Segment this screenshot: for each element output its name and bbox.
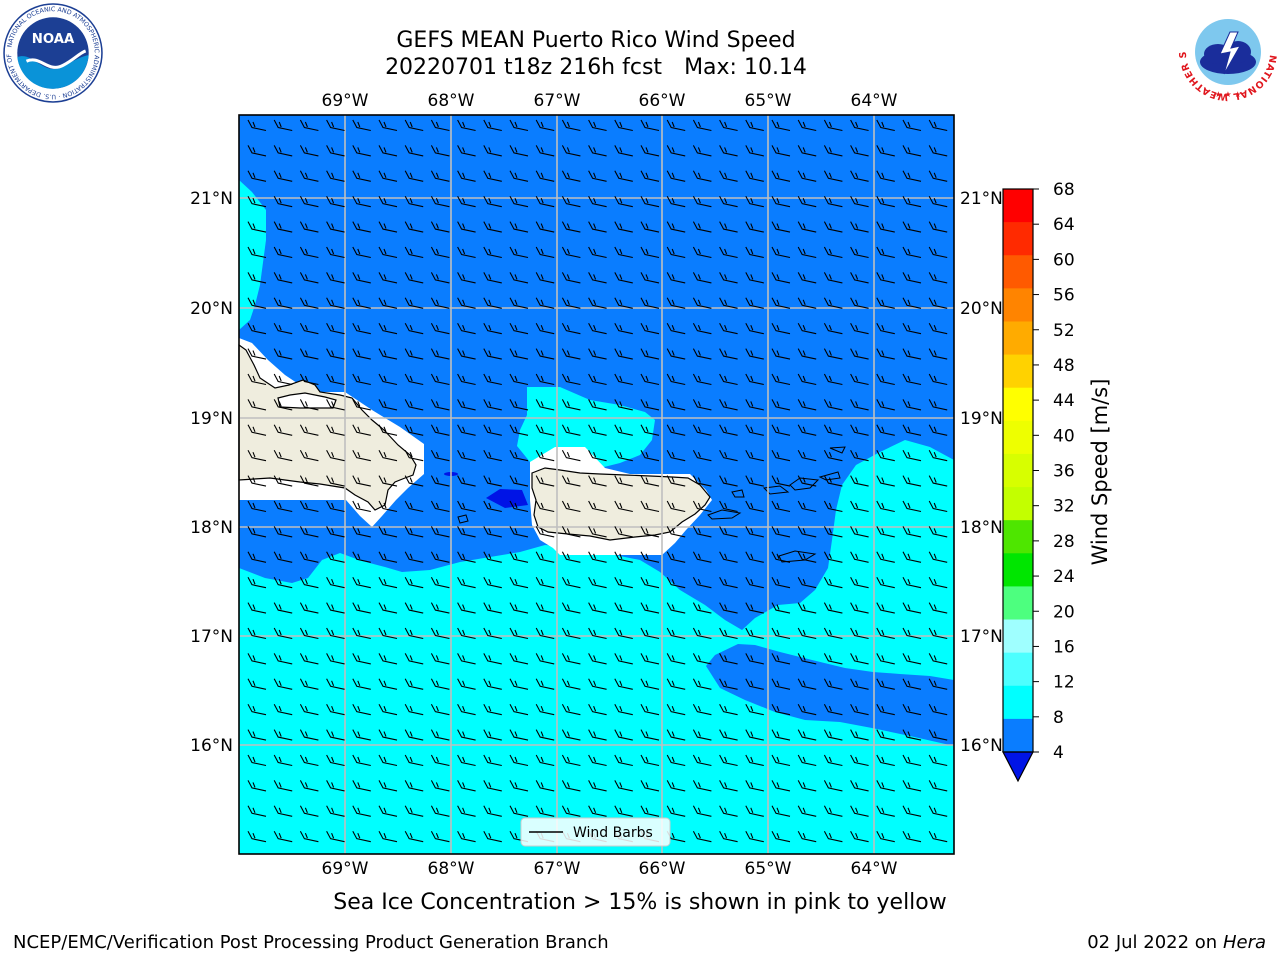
colorbar-tick-label: 16 bbox=[1053, 637, 1075, 657]
colorbar-tick-label: 32 bbox=[1053, 497, 1075, 517]
map-subtitle: 20220701 t18z 216h fcst Max: 10.14 bbox=[296, 54, 896, 81]
date-text: 02 Jul 2022 on Hera bbox=[1087, 932, 1266, 953]
colorbar-band bbox=[1003, 189, 1033, 223]
lon-label: 67°W bbox=[534, 91, 581, 111]
colorbar-bands bbox=[1003, 189, 1033, 753]
colorbar-tick-label: 4 bbox=[1053, 743, 1064, 763]
lat-label: 20°N bbox=[190, 299, 233, 319]
colorbar-tick-label: 64 bbox=[1053, 215, 1075, 235]
map-title: GEFS MEAN Puerto Rico Wind Speed bbox=[396, 28, 796, 53]
colorbar-tick-label: 28 bbox=[1053, 532, 1075, 552]
forecast-run: 20220701 t18z 216h fcst bbox=[385, 55, 663, 80]
noaa-logo-text: NOAA bbox=[32, 32, 75, 47]
nws-logo: NATIONAL WEATHER SERVICE ★ ★ ★ bbox=[1178, 2, 1277, 102]
colorbar-tick-label: 20 bbox=[1053, 602, 1075, 622]
lat-labels-left: 21°N 20°N 19°N 18°N 17°N 16°N bbox=[190, 189, 233, 756]
colorbar-tick-label: 52 bbox=[1053, 321, 1075, 341]
lon-label: 66°W bbox=[639, 859, 686, 879]
lon-label: 65°W bbox=[745, 91, 792, 111]
colorbar-extend-arrow bbox=[1002, 751, 1034, 783]
lat-label: 18°N bbox=[960, 518, 1003, 538]
colorbar-tick-label: 68 bbox=[1053, 180, 1075, 200]
date-value: 02 Jul 2022 on bbox=[1087, 932, 1218, 953]
colorbar-tick-label: 40 bbox=[1053, 426, 1075, 446]
colorbar-band bbox=[1003, 487, 1033, 521]
lat-label: 20°N bbox=[960, 299, 1003, 319]
colorbar-tick-label: 56 bbox=[1053, 286, 1075, 306]
colorbar-tick-label: 8 bbox=[1053, 708, 1064, 728]
lon-label: 69°W bbox=[322, 91, 369, 111]
colorbar-band bbox=[1003, 553, 1033, 587]
colorbar-band bbox=[1003, 652, 1033, 687]
colorbar-tick-label: 36 bbox=[1053, 462, 1075, 482]
colorbar-band bbox=[1003, 321, 1033, 355]
lon-label: 68°W bbox=[428, 859, 475, 879]
svg-text:★ ★ ★: ★ ★ ★ bbox=[1215, 90, 1242, 99]
colorbar-band bbox=[1003, 387, 1033, 422]
noaa-logo: NATIONAL OCEANIC AND ATMOSPHERIC ADMINIS… bbox=[2, 2, 103, 103]
colorbar-tick-label: 24 bbox=[1053, 567, 1075, 587]
lon-labels-top: 69°W 68°W 67°W 66°W 65°W 64°W bbox=[322, 91, 898, 111]
machine-name: Hera bbox=[1222, 932, 1266, 953]
lat-label: 19°N bbox=[190, 409, 233, 429]
land-puerto-rico bbox=[531, 467, 711, 541]
lon-label: 64°W bbox=[851, 859, 898, 879]
colorbar-tick-label: 48 bbox=[1053, 356, 1075, 376]
credit-text: NCEP/EMC/Verification Post Processing Pr… bbox=[13, 932, 609, 953]
lat-label: 19°N bbox=[960, 409, 1003, 429]
lat-label: 17°N bbox=[960, 627, 1003, 647]
lat-label: 16°N bbox=[960, 736, 1003, 756]
colorbar-band bbox=[1003, 354, 1033, 389]
colorbar-band bbox=[1003, 619, 1033, 654]
colorbar-tick-label: 12 bbox=[1053, 673, 1075, 693]
colorbar-band bbox=[1003, 586, 1033, 620]
colorbar-label: Wind Speed [m/s] bbox=[1088, 379, 1112, 566]
lat-label: 21°N bbox=[190, 189, 233, 209]
colorbar-tick-label: 60 bbox=[1053, 250, 1075, 270]
colorbar-band bbox=[1003, 685, 1033, 720]
sea-ice-note: Sea Ice Concentration > 15% is shown in … bbox=[333, 890, 947, 915]
lon-label: 68°W bbox=[428, 91, 475, 111]
colorbar: 68 64 60 56 52 48 44 40 36 32 28 24 20 16 12 8 4 Wind Sp… bbox=[1002, 180, 1112, 783]
legend-label: Wind Barbs bbox=[573, 825, 653, 841]
colorbar-band bbox=[1003, 718, 1033, 753]
map-plot-area: Wind Barbs 69°W 68°W 67°W 66°W 65°W 64°W… bbox=[190, 91, 1003, 879]
colorbar-band bbox=[1003, 255, 1033, 289]
lat-label: 18°N bbox=[190, 518, 233, 538]
lon-label: 65°W bbox=[745, 859, 792, 879]
lon-label: 67°W bbox=[534, 859, 581, 879]
lat-labels-right: 21°N 20°N 19°N 18°N 17°N 16°N bbox=[960, 189, 1003, 756]
max-value: Max: 10.14 bbox=[684, 55, 807, 80]
colorbar-band bbox=[1003, 520, 1033, 554]
colorbar-band bbox=[1003, 222, 1033, 256]
colorbar-ticks: 68 64 60 56 52 48 44 40 36 32 28 24 20 16 12 8 4 bbox=[1033, 180, 1075, 763]
lon-labels-bottom: 69°W 68°W 67°W 66°W 65°W 64°W bbox=[322, 859, 898, 879]
wind-field-0-4 bbox=[486, 489, 528, 508]
colorbar-tick-label: 44 bbox=[1053, 391, 1075, 411]
wind-barbs bbox=[247, 119, 948, 843]
map-frame bbox=[238, 114, 955, 855]
colorbar-band bbox=[1003, 288, 1033, 322]
colorbar-band bbox=[1003, 453, 1033, 488]
lat-label: 17°N bbox=[190, 627, 233, 647]
lon-label: 64°W bbox=[851, 91, 898, 111]
legend: Wind Barbs bbox=[520, 817, 671, 847]
colorbar-band bbox=[1003, 420, 1033, 455]
lon-label: 66°W bbox=[639, 91, 686, 111]
lat-label: 16°N bbox=[190, 736, 233, 756]
lat-label: 21°N bbox=[960, 189, 1003, 209]
lon-label: 69°W bbox=[322, 859, 369, 879]
wind-barb-field bbox=[247, 119, 948, 843]
